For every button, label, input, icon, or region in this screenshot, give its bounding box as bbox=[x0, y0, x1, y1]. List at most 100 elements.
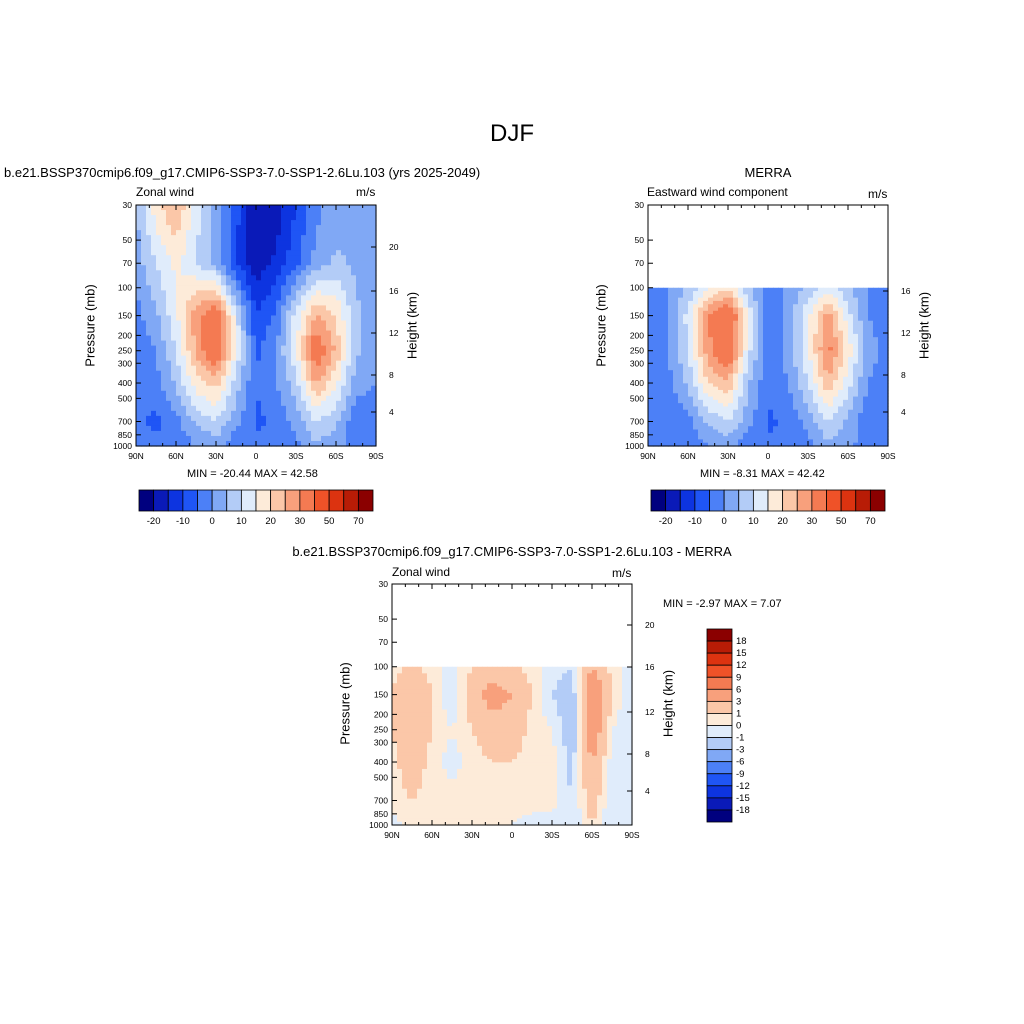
contour-cell bbox=[763, 409, 769, 414]
contour-cell bbox=[306, 395, 312, 402]
contour-cell bbox=[688, 373, 694, 378]
contour-cell bbox=[151, 300, 157, 307]
contour-cell bbox=[136, 340, 142, 347]
contour-cell bbox=[668, 399, 674, 404]
contour-cell bbox=[206, 415, 212, 422]
contour-cell bbox=[703, 422, 709, 427]
contour-cell bbox=[708, 383, 714, 388]
contour-cell bbox=[176, 265, 182, 271]
contour-cell bbox=[201, 350, 207, 357]
contour-cell bbox=[166, 265, 172, 271]
contour-cell bbox=[663, 383, 669, 388]
contour-cell bbox=[768, 324, 774, 328]
contour-cell bbox=[191, 325, 197, 332]
contour-cell bbox=[161, 255, 167, 261]
contour-cell bbox=[186, 235, 192, 241]
contour-cell bbox=[848, 409, 854, 414]
contour-cell bbox=[773, 373, 779, 378]
contour-cell bbox=[156, 320, 162, 327]
contour-cell bbox=[181, 310, 187, 317]
y-tick-label: 700 bbox=[118, 416, 132, 426]
contour-cell bbox=[678, 360, 684, 365]
contour-cell bbox=[301, 250, 307, 256]
contour-cell bbox=[658, 317, 664, 322]
contour-cell bbox=[261, 240, 267, 246]
contour-cell bbox=[798, 356, 804, 361]
contour-cell bbox=[698, 393, 704, 398]
contour-cell bbox=[703, 291, 709, 295]
contour-cell bbox=[201, 225, 207, 231]
contour-cell bbox=[407, 726, 413, 730]
contour-cell bbox=[191, 410, 197, 417]
contour-cell bbox=[748, 386, 754, 391]
contour-cell bbox=[773, 416, 779, 421]
contour-cell bbox=[778, 399, 784, 404]
contour-cell bbox=[683, 396, 689, 401]
contour-cell bbox=[763, 406, 769, 411]
contour-cell bbox=[833, 416, 839, 421]
contour-cell bbox=[823, 337, 829, 342]
contour-cell bbox=[753, 353, 759, 358]
contour-cell bbox=[336, 290, 342, 296]
contour-cell bbox=[231, 400, 237, 407]
contour-cell bbox=[713, 327, 719, 332]
contour-cell bbox=[336, 215, 342, 221]
contour-cell bbox=[407, 729, 413, 734]
contour-cell bbox=[346, 210, 352, 216]
contour-cell bbox=[858, 386, 864, 391]
contour-cell bbox=[688, 307, 694, 312]
contour-cell bbox=[863, 386, 869, 391]
contour-cell bbox=[356, 395, 362, 402]
contour-cell bbox=[151, 225, 157, 231]
contour-cell bbox=[271, 210, 277, 216]
contour-cell bbox=[853, 287, 859, 292]
contour-cell bbox=[658, 324, 664, 328]
contour-cell bbox=[136, 245, 142, 251]
contour-cell bbox=[743, 324, 749, 328]
contour-cell bbox=[286, 380, 292, 387]
contour-cell bbox=[161, 325, 167, 332]
contour-cell bbox=[246, 405, 252, 412]
contour-cell bbox=[703, 330, 709, 335]
contour-cell bbox=[216, 380, 222, 387]
contour-cell bbox=[296, 335, 302, 342]
contour-cell bbox=[708, 432, 714, 437]
contour-cell bbox=[206, 250, 212, 256]
contour-cell bbox=[261, 360, 267, 367]
contour-cell bbox=[788, 356, 794, 361]
contour-cell bbox=[236, 440, 242, 447]
contour-cell bbox=[758, 409, 764, 414]
contour-cell bbox=[286, 285, 292, 291]
contour-cell bbox=[658, 356, 664, 361]
contour-cell bbox=[356, 305, 362, 312]
contour-cell bbox=[718, 320, 724, 325]
contour-cell bbox=[648, 291, 654, 295]
contour-cell bbox=[291, 350, 297, 357]
contour-cell bbox=[858, 419, 864, 424]
contour-cell bbox=[256, 245, 262, 251]
contour-cell bbox=[733, 310, 739, 315]
contour-cell bbox=[838, 340, 844, 345]
contour-cell bbox=[171, 375, 177, 382]
contour-cell bbox=[336, 360, 342, 367]
contour-cell bbox=[166, 305, 172, 312]
contour-cell bbox=[366, 230, 372, 236]
contour-cell bbox=[136, 335, 142, 342]
contour-cell bbox=[703, 373, 709, 378]
contour-cell bbox=[733, 347, 739, 351]
y-tick-label: 100 bbox=[118, 283, 132, 293]
contour-cell bbox=[853, 324, 859, 328]
contour-cell bbox=[848, 320, 854, 325]
contour-cell bbox=[216, 345, 222, 352]
contour-cell bbox=[808, 294, 814, 299]
contour-cell bbox=[161, 380, 167, 387]
contour-cell bbox=[713, 366, 719, 371]
contour-cell bbox=[723, 409, 729, 414]
contour-cell bbox=[151, 250, 157, 256]
contour-cell bbox=[768, 422, 774, 427]
contour-cell bbox=[311, 315, 317, 322]
contour-cell bbox=[873, 353, 879, 358]
contour-cell bbox=[803, 317, 809, 322]
contour-cell bbox=[878, 327, 884, 332]
contour-cell bbox=[156, 340, 162, 347]
